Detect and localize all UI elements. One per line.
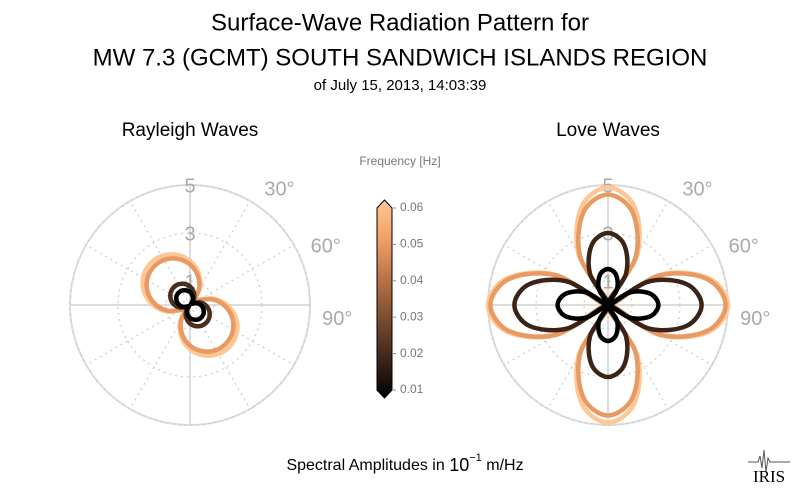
pattern-curve [173, 288, 207, 322]
pattern-curve [555, 266, 661, 344]
chart-title: Rayleigh Waves [122, 120, 259, 141]
colorbar-tick-label: 0.04 [400, 273, 424, 287]
spoke [129, 200, 191, 306]
r-tick-label: 3 [184, 223, 195, 245]
logo-trace [748, 449, 790, 473]
colorbar-tick-label: 0.02 [400, 346, 424, 360]
r-tick-label: 5 [184, 175, 195, 197]
caption-base: 10 [449, 455, 469, 475]
ring-grid [165, 280, 215, 330]
title-line: MW 7.3 (GCMT) SOUTH SANDWICH ISLANDS REG… [93, 44, 708, 71]
logo: IRIS [748, 449, 790, 486]
spoke [85, 244, 191, 306]
spoke [189, 304, 251, 410]
r-tick-label: 1 [184, 271, 195, 293]
ring-grid [69, 184, 311, 426]
ring-grid [535, 232, 681, 378]
caption: Spectral Amplitudes in 10−1 m/Hz [286, 449, 523, 475]
caption-exponent: −1 [469, 452, 482, 464]
theta-tick-label: 90° [740, 308, 770, 330]
theta-tick-label: 60° [729, 236, 759, 258]
pattern-curve [512, 230, 704, 380]
logo-text: IRIS [753, 467, 785, 486]
theta-tick-label: 90° [322, 308, 352, 330]
colorbar-tick-label: 0.05 [400, 237, 424, 251]
chart-title: Love Waves [556, 120, 660, 141]
theta-tick-label: 30° [264, 178, 294, 200]
pattern-curve [488, 192, 728, 418]
spoke [189, 244, 295, 306]
subtitle: of July 15, 2013, 14:03:39 [314, 77, 487, 94]
ring-grid [583, 280, 633, 330]
colorbar-tick-label: 0.06 [400, 200, 424, 214]
colorbar-tick-label: 0.01 [400, 382, 424, 396]
caption-unit: m/Hz [486, 457, 523, 474]
theta-tick-label: 60° [311, 236, 341, 258]
spoke [85, 304, 191, 366]
r-tick-label: 1 [602, 271, 613, 293]
colorbar-body [376, 199, 393, 399]
title-line: Surface-Wave Radiation Pattern for [211, 9, 589, 36]
caption-text: Spectral Amplitudes in [286, 457, 444, 474]
ring-grid [117, 232, 263, 378]
colorbar-tick-label: 0.03 [400, 309, 424, 323]
theta-tick-label: 30° [682, 178, 712, 200]
colorbar-title: Frequency [Hz] [359, 154, 440, 168]
spoke [189, 304, 295, 366]
